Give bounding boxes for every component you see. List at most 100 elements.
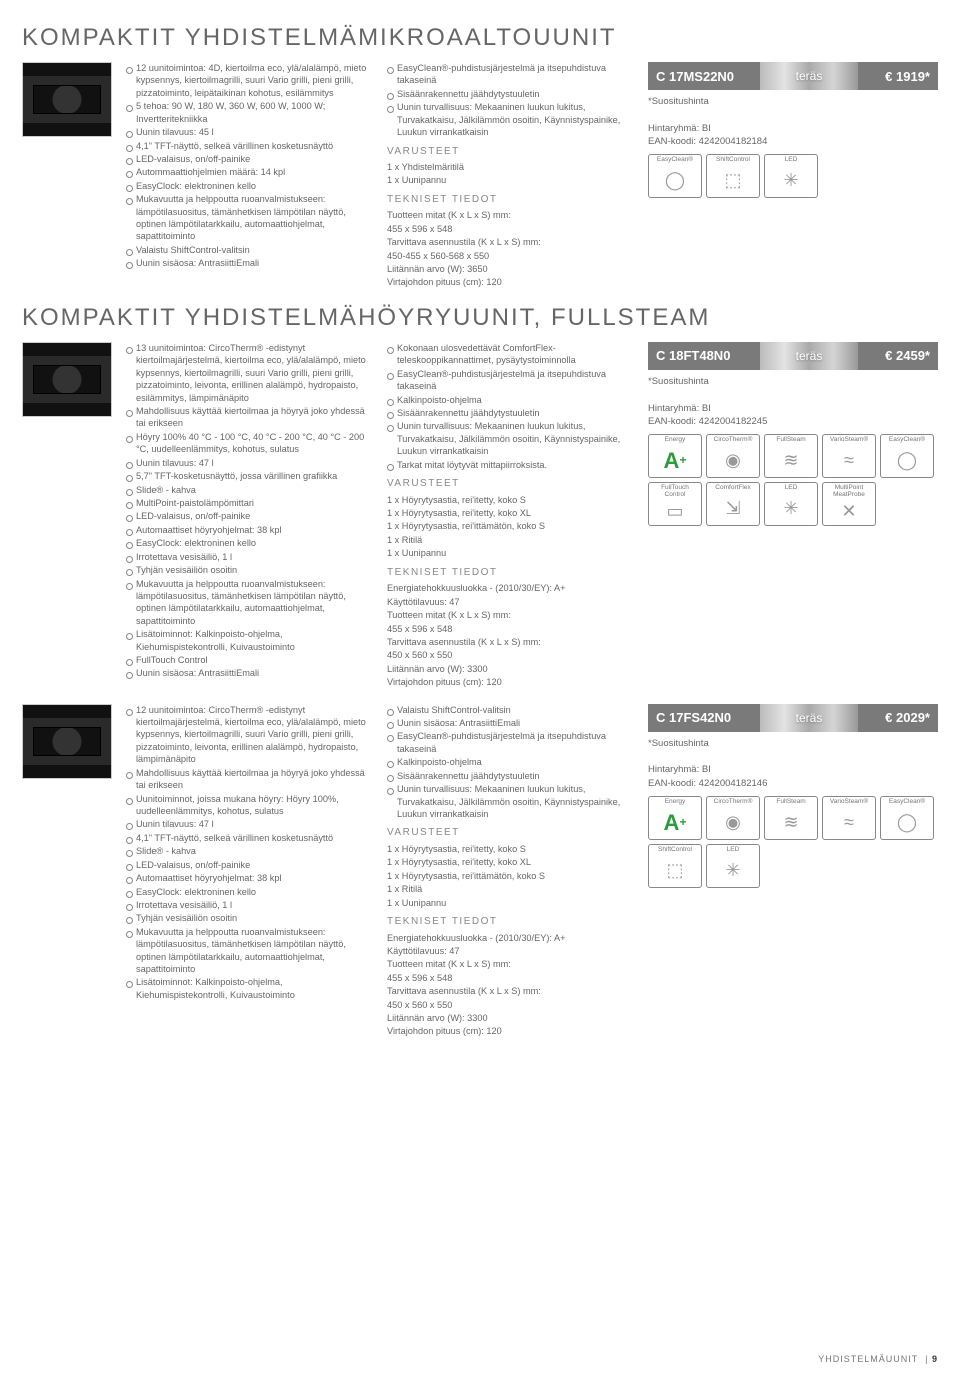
feature-item: Mukavuutta ja helppoutta ruoanvalmistuks… <box>126 926 373 976</box>
text-line: 1 x Uunipannu <box>387 547 634 559</box>
features-left: 13 uunitoimintoa: CircoTherm® -edistynyt… <box>126 342 373 690</box>
badge-multipoint-meatprobe: MultiPoint MeatProbe✕ <box>822 482 876 526</box>
badge-icon: ≋ <box>783 444 798 477</box>
badge-led: LED✳ <box>764 482 818 526</box>
text-line: 1 x Höyrytysastia, rei'itetty, koko XL <box>387 856 634 868</box>
oven-image <box>22 62 112 137</box>
feature-item: Lisätoiminnot: Kalkinpoisto-ohjelma, Kie… <box>126 628 373 653</box>
footer-category: YHDISTELMÄUUNIT <box>818 1354 918 1364</box>
tech-heading: TEKNISET TIEDOT <box>387 193 634 207</box>
feature-item: Kalkinpoisto-ohjelma <box>387 394 634 406</box>
price-note: *Suositushinta <box>648 737 938 750</box>
badges: EnergyA+CircoTherm®◉FullSteam≋VarioSteam… <box>648 796 938 888</box>
text-line: 450 x 560 x 550 <box>387 649 634 661</box>
feature-item: LED-valaisus, on/off-painike <box>126 153 373 165</box>
product-2: 13 uunitoimintoa: CircoTherm® -edistynyt… <box>22 342 938 690</box>
text-line: 450 x 560 x 550 <box>387 999 634 1011</box>
oven-image <box>22 342 112 417</box>
tech-list: Energiatehokkuusluokka - (2010/30/EY): A… <box>387 582 634 688</box>
sku: C 17FS42N0 <box>648 704 760 732</box>
feature-item: Kalkinpoisto-ohjelma <box>387 756 634 768</box>
badge-icon: ▭ <box>666 499 683 525</box>
text-line: Käyttötilavuus: 47 <box>387 945 634 957</box>
badge-label: VarioSteam® <box>830 799 868 806</box>
product-3: 12 uunitoimintoa: CircoTherm® -edistynyt… <box>22 704 938 1039</box>
text-line: 455 x 596 x 548 <box>387 223 634 235</box>
sku: C 17MS22N0 <box>648 62 760 90</box>
feature-item: Mukavuutta ja helppoutta ruoanvalmistuks… <box>126 193 373 243</box>
section2-title: KOMPAKTIT YHDISTELMÄHÖYRYUUNIT, FULLSTEA… <box>22 304 938 332</box>
product-thumb <box>22 704 112 1039</box>
product-1: 12 uunitoimintoa: 4D, kiertoilma eco, yl… <box>22 62 938 290</box>
text-line: 1 x Höyrytysastia, rei'itetty, koko S <box>387 494 634 506</box>
price-group: Hintaryhmä: BI <box>648 122 938 135</box>
price-box: C 18FT48N0 teräs € 2459* *Suositushinta … <box>648 342 938 690</box>
price-group: Hintaryhmä: BI <box>648 763 938 776</box>
badge-shiftcontrol: ShiftControl⬚ <box>706 154 760 198</box>
accessories-list: 1 x Höyrytysastia, rei'itetty, koko S 1 x… <box>387 494 634 560</box>
feature-list: Kokonaan ulosvedettävät ComfortFlex-tele… <box>387 342 634 471</box>
price-ean: EAN-koodi: 4242004182245 <box>648 415 938 428</box>
feature-item: Uunin sisäosa: AntrasiittiEmali <box>126 257 373 269</box>
badge-label: FullSteam <box>776 437 805 444</box>
text-line: Tuotteen mitat (K x L x S) mm: <box>387 958 634 970</box>
text-line: 1 x Höyrytysastia, rei'ittämätön, koko S <box>387 520 634 532</box>
feature-item: LED-valaisus, on/off-painike <box>126 510 373 522</box>
tech-list: Tuotteen mitat (K x L x S) mm:455 x 596 … <box>387 209 634 289</box>
badge-icon: ✳ <box>725 854 740 887</box>
badge-icon: ⬚ <box>666 854 683 887</box>
tech-heading: TEKNISET TIEDOT <box>387 566 634 580</box>
badge-comfortflex: ComfortFlex⇲ <box>706 482 760 526</box>
text-line: Liitännän arvo (W): 3300 <box>387 663 634 675</box>
feature-list: 12 uunitoimintoa: 4D, kiertoilma eco, yl… <box>126 62 373 270</box>
feature-item: Automaattiset höyryohjelmat: 38 kpl <box>126 524 373 536</box>
badges: EasyClean®◯ShiftControl⬚LED✳ <box>648 154 938 198</box>
badge-circotherm-: CircoTherm®◉ <box>706 434 760 478</box>
feature-item: Sisäänrakennettu jäähdytystuuletin <box>387 88 634 100</box>
feature-item: Uunin sisäosa: AntrasiittiEmali <box>126 667 373 679</box>
text-line: Tarvittava asennustila (K x L x S) mm: <box>387 236 634 248</box>
section1-title: KOMPAKTIT YHDISTELMÄMIKROAALTOUUNIT <box>22 24 938 52</box>
badge-icon: ◉ <box>725 444 741 477</box>
feature-item: EasyClock: elektroninen kello <box>126 180 373 192</box>
accessories-heading: VARUSTEET <box>387 477 634 491</box>
badge-icon: ≈ <box>844 806 854 839</box>
badge-label: Energy <box>665 437 686 444</box>
text-line: 1 x Höyrytysastia, rei'itetty, koko S <box>387 843 634 855</box>
badge-label: CircoTherm® <box>714 799 753 806</box>
feature-item: Uunin turvallisuus: Mekaaninen luukun lu… <box>387 783 634 820</box>
price-ean: EAN-koodi: 4242004182184 <box>648 135 938 148</box>
feature-item: Sisäänrakennettu jäähdytystuuletin <box>387 407 634 419</box>
feature-item: Autommaattiohjelmien määrä: 14 kpl <box>126 166 373 178</box>
feature-item: Slide® - kahva <box>126 484 373 496</box>
badge-label: EasyClean® <box>657 157 693 164</box>
badge-circotherm-: CircoTherm®◉ <box>706 796 760 840</box>
badges: EnergyA+CircoTherm®◉FullSteam≋VarioSteam… <box>648 434 938 526</box>
feature-item: Irrotettava vesisäiliö, 1 l <box>126 551 373 563</box>
text-line: 1 x Ritilä <box>387 534 634 546</box>
page-footer: YHDISTELMÄUUNIT | 9 <box>818 1354 938 1364</box>
feature-item: Kokonaan ulosvedettävät ComfortFlex-tele… <box>387 342 634 367</box>
feature-item: EasyClock: elektroninen kello <box>126 537 373 549</box>
badge-icon: ≋ <box>783 806 798 839</box>
badge-label: ShiftControl <box>716 157 750 164</box>
price-note: *Suositushinta <box>648 375 938 388</box>
feature-item: Tarkat mitat löytyvät mittapiirroksista. <box>387 459 634 471</box>
material: teräs <box>760 62 858 90</box>
feature-item: Tyhjän vesisäiliön osoitin <box>126 564 373 576</box>
badge-led: LED✳ <box>764 154 818 198</box>
feature-item: Mahdollisuus käyttää kiertoilmaa ja höyr… <box>126 767 373 792</box>
material: teräs <box>760 704 858 732</box>
badge-label: MultiPoint MeatProbe <box>825 485 873 499</box>
feature-item: EasyClock: elektroninen kello <box>126 886 373 898</box>
text-line: Tarvittava asennustila (K x L x S) mm: <box>387 636 634 648</box>
badge-label: VarioSteam® <box>830 437 868 444</box>
badge-energy: EnergyA+ <box>648 796 702 840</box>
badge-label: Energy <box>665 799 686 806</box>
feature-item: FullTouch Control <box>126 654 373 666</box>
text-line: 1 x Höyrytysastia, rei'ittämätön, koko S <box>387 870 634 882</box>
text-line: Virtajohdon pituus (cm): 120 <box>387 1025 634 1037</box>
badge-icon: ✕ <box>841 499 856 525</box>
text-line: Virtajohdon pituus (cm): 120 <box>387 276 634 288</box>
feature-list: Valaistu ShiftControl-valitsinUunin sisä… <box>387 704 634 821</box>
